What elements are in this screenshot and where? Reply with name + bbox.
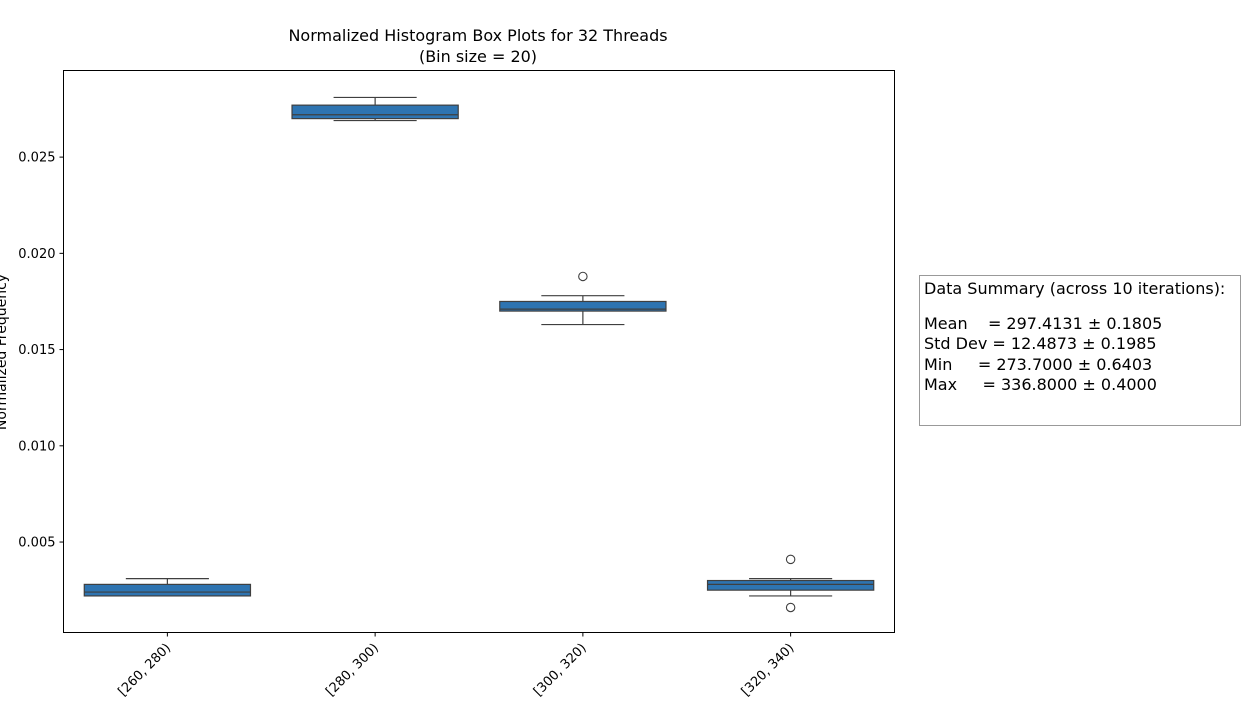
- summary-max: Max = 336.8000 ± 0.4000: [924, 375, 1157, 394]
- box-iqr: [291, 104, 459, 120]
- box-1: [83, 578, 252, 597]
- y-tick-label: 0.025: [18, 151, 55, 166]
- x-tick-label: [280, 300): [323, 641, 382, 700]
- box-iqr: [706, 579, 875, 591]
- summary-spacer: [924, 300, 1240, 314]
- y-tick-label: 0.005: [18, 536, 55, 551]
- data-summary-box: Data Summary (across 10 iterations): Mea…: [919, 275, 1241, 426]
- y-tick-label: 0.020: [18, 247, 55, 262]
- box-4: [706, 554, 875, 613]
- outlier-point: [785, 602, 796, 613]
- chart-title-line2: (Bin size = 20): [419, 47, 537, 66]
- box-iqr: [83, 583, 252, 597]
- y-axis-ticks: 0.005 0.010 0.015 0.020 0.025: [18, 151, 64, 551]
- summary-mean: Mean = 297.4131 ± 0.1805: [924, 313, 1163, 333]
- summary-min: Min = 273.7000 ± 0.6403: [924, 354, 1153, 374]
- x-axis-ticks: [260, 280) [280, 300) [300, 320) [320, 340): [115, 632, 798, 700]
- summary-std-dev: Std Dev = 12.4873 ± 0.1985: [924, 334, 1157, 353]
- outlier-point: [578, 271, 588, 282]
- plot-area-frame: [63, 70, 895, 633]
- x-tick-label: [300, 320): [531, 641, 590, 700]
- chart-title-line1: Normalized Histogram Box Plots for 32 Th…: [288, 26, 667, 45]
- y-tick-label: 0.010: [18, 439, 55, 454]
- y-tick-label: 0.015: [18, 343, 55, 358]
- outlier-point: [785, 554, 796, 565]
- box-series: [83, 96, 875, 613]
- box-2: [291, 96, 459, 122]
- y-axis-label: Normalized Frequency: [0, 274, 10, 430]
- box-iqr: [499, 300, 667, 312]
- x-tick-label: [320, 340): [739, 641, 798, 700]
- x-tick-label: [260, 280): [115, 641, 174, 700]
- box-3: [499, 271, 667, 326]
- summary-title: Data Summary (across 10 iterations):: [924, 279, 1226, 298]
